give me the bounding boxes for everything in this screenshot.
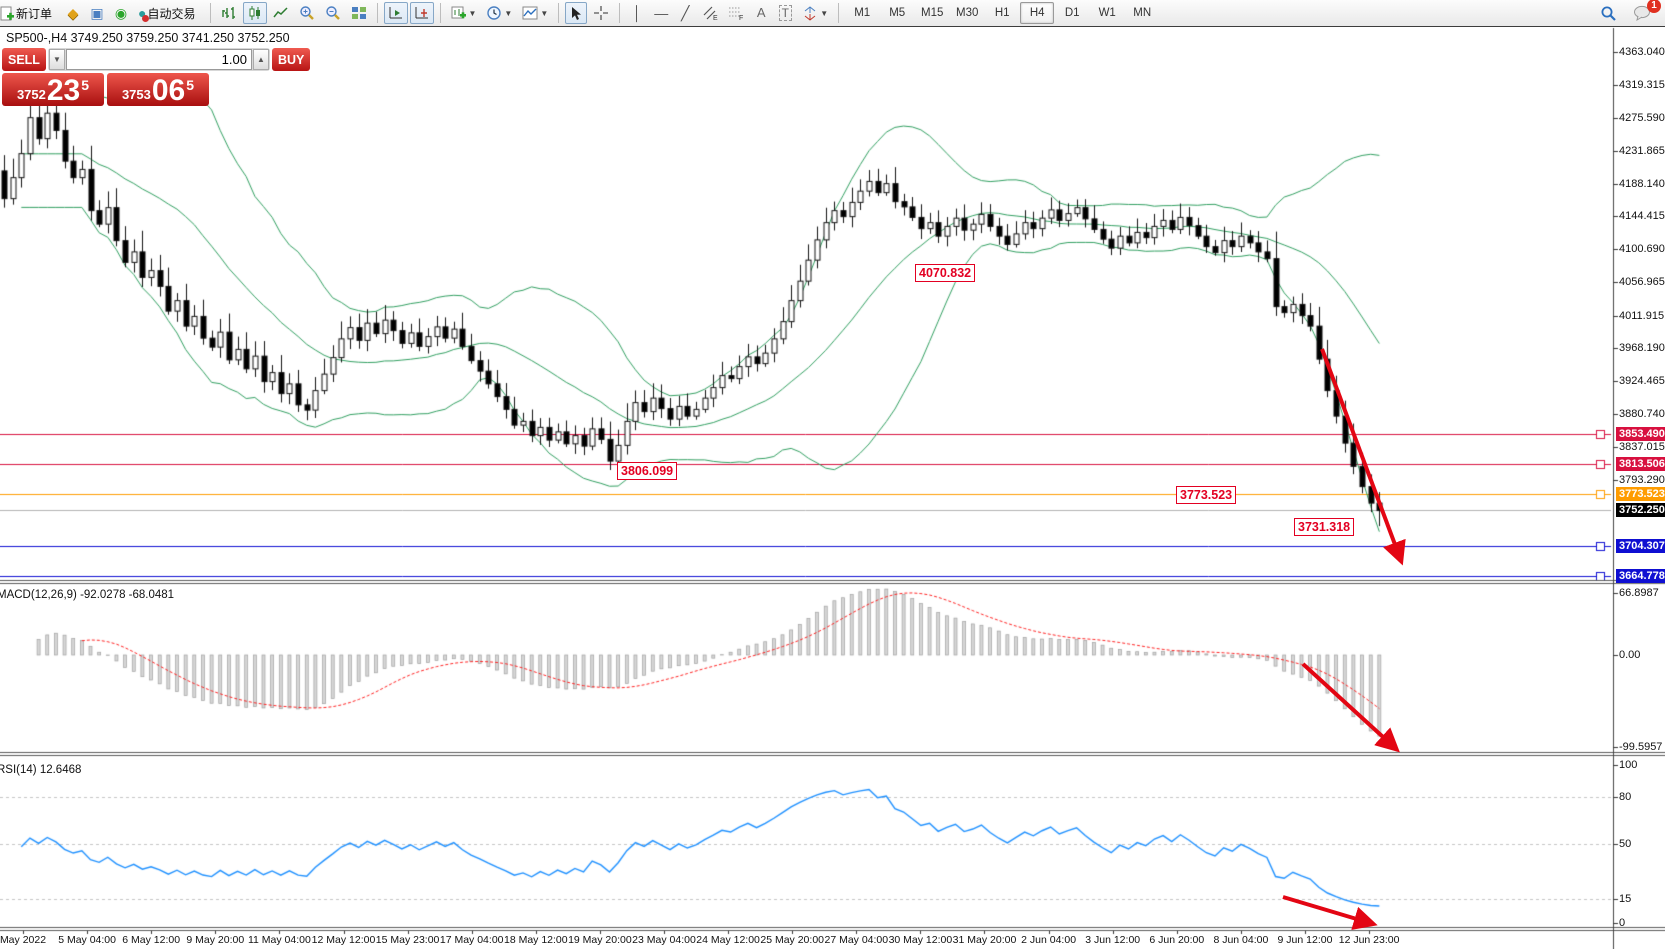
chart-title: SP500-,H4 3749.250 3759.250 3741.250 375… [6, 31, 290, 45]
bid-price-box[interactable]: 3752 23 5 [2, 73, 104, 106]
macd-tick-label: -99.5957 [1619, 740, 1663, 753]
time-tick-label: 9 May 20:00 [186, 934, 245, 946]
macd-label: MACD(12,26,9) -92.0278 -68.0481 [0, 589, 175, 601]
price-tick-label: 4011.915 [1619, 309, 1665, 322]
price-tick-label: 4275.590 [1619, 111, 1665, 124]
price-badge: 3853.490 [1616, 427, 1665, 442]
price-tick-label: 4319.315 [1619, 79, 1665, 92]
time-tick-label: 24 May 12:00 [696, 934, 760, 946]
one-click-trade-panel: SELL ▼ ▲ BUY 3752 23 5 3753 06 5 [2, 48, 311, 106]
price-badge: 3752.250 [1616, 503, 1665, 518]
time-tick-label: 17 May 04:00 [439, 934, 504, 946]
time-tick-label: 3 Jun 12:00 [1085, 934, 1141, 946]
price-tick-label: 3837.015 [1619, 440, 1665, 453]
time-tick-label: 27 May 04:00 [824, 934, 889, 946]
price-tick-label: 4144.415 [1619, 210, 1665, 223]
time-tick-label: 19 May 20:00 [568, 934, 632, 946]
bid-pip-digit: 5 [81, 77, 90, 93]
time-tick-label: 15 May 23:00 [375, 934, 440, 946]
time-tick-label: 30 May 12:00 [888, 934, 953, 946]
volume-spinner: ▼ ▲ [47, 48, 270, 71]
volume-input[interactable] [65, 49, 252, 70]
price-tick-label: 3793.290 [1619, 473, 1665, 486]
trend-arrow[interactable] [1282, 895, 1378, 930]
time-tick-label: May 2022 [0, 934, 47, 946]
price-badge: 3704.307 [1616, 539, 1665, 554]
time-tick-label: 6 May 12:00 [122, 934, 181, 946]
rsi-label: RSI(14) 12.6468 [0, 764, 82, 776]
time-tick-label: 31 May 20:00 [952, 934, 1017, 946]
ask-prefix: 3753 [121, 87, 151, 102]
time-tick-label: 18 May 12:00 [503, 934, 568, 946]
rsi-tick-label: 80 [1619, 790, 1632, 803]
price-tick-label: 3968.190 [1619, 342, 1665, 355]
price-badge: 3664.778 [1616, 569, 1665, 583]
price-annotation[interactable]: 4070.832 [915, 263, 976, 282]
ask-big-digits: 06 [151, 74, 186, 107]
time-tick-label: 25 May 20:00 [760, 934, 825, 946]
time-tick-label: 9 Jun 12:00 [1277, 934, 1333, 946]
time-tick-label: 12 Jun 23:00 [1338, 934, 1400, 946]
price-tick-label: 4363.040 [1619, 46, 1665, 59]
price-tick-label: 4100.690 [1619, 243, 1665, 256]
price-tick-label: 4231.865 [1619, 144, 1665, 157]
rsi-tick-label: 50 [1619, 838, 1632, 850]
volume-decrease-button[interactable]: ▼ [48, 49, 65, 70]
time-tick-label: 11 May 04:00 [247, 934, 311, 946]
rsi-tick-label: 0 [1619, 917, 1626, 929]
price-tick-label: 3880.740 [1619, 408, 1665, 421]
trend-arrow[interactable] [1301, 662, 1400, 753]
sell-button[interactable]: SELL [2, 48, 46, 71]
price-tick-label: 4056.965 [1619, 275, 1665, 288]
time-tick-label: 5 May 04:00 [58, 934, 116, 946]
price-annotation[interactable]: 3731.318 [1294, 518, 1355, 537]
time-tick-label: 8 Jun 04:00 [1213, 934, 1269, 946]
time-tick-label: 12 May 12:00 [311, 934, 376, 946]
trend-arrow[interactable] [1320, 348, 1406, 566]
price-badge: 3773.523 [1616, 487, 1665, 502]
ask-pip-digit: 5 [186, 77, 195, 93]
ask-price-box[interactable]: 3753 06 5 [107, 73, 209, 106]
price-annotation[interactable]: 3773.523 [1176, 486, 1237, 505]
rsi-tick-label: 15 [1619, 893, 1632, 906]
macd-tick-label: 66.8987 [1619, 587, 1659, 600]
price-badge: 3813.506 [1616, 457, 1665, 472]
price-annotation[interactable]: 3806.099 [617, 462, 678, 481]
price-tick-label: 4188.140 [1619, 177, 1665, 190]
bid-big-digits: 23 [46, 74, 81, 107]
time-tick-label: 2 Jun 04:00 [1021, 934, 1077, 946]
buy-button[interactable]: BUY [271, 48, 311, 71]
time-tick-label: 6 Jun 20:00 [1149, 934, 1205, 946]
time-tick-label: 23 May 04:00 [632, 934, 696, 946]
volume-increase-button[interactable]: ▲ [252, 49, 269, 70]
price-tick-label: 3924.465 [1619, 375, 1665, 388]
macd-tick-label: 0.00 [1619, 649, 1641, 661]
bid-prefix: 3752 [16, 87, 46, 102]
rsi-tick-label: 100 [1619, 759, 1638, 771]
